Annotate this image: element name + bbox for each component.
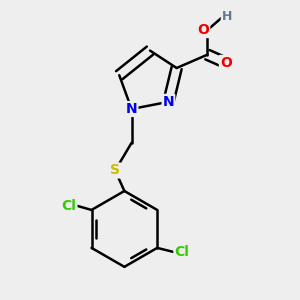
Text: Cl: Cl: [61, 199, 76, 213]
Text: O: O: [197, 23, 209, 37]
Text: Cl: Cl: [174, 245, 189, 259]
Text: N: N: [163, 95, 174, 109]
Text: N: N: [126, 102, 137, 116]
Text: S: S: [110, 164, 120, 178]
Text: H: H: [222, 10, 232, 23]
Text: O: O: [220, 56, 232, 70]
